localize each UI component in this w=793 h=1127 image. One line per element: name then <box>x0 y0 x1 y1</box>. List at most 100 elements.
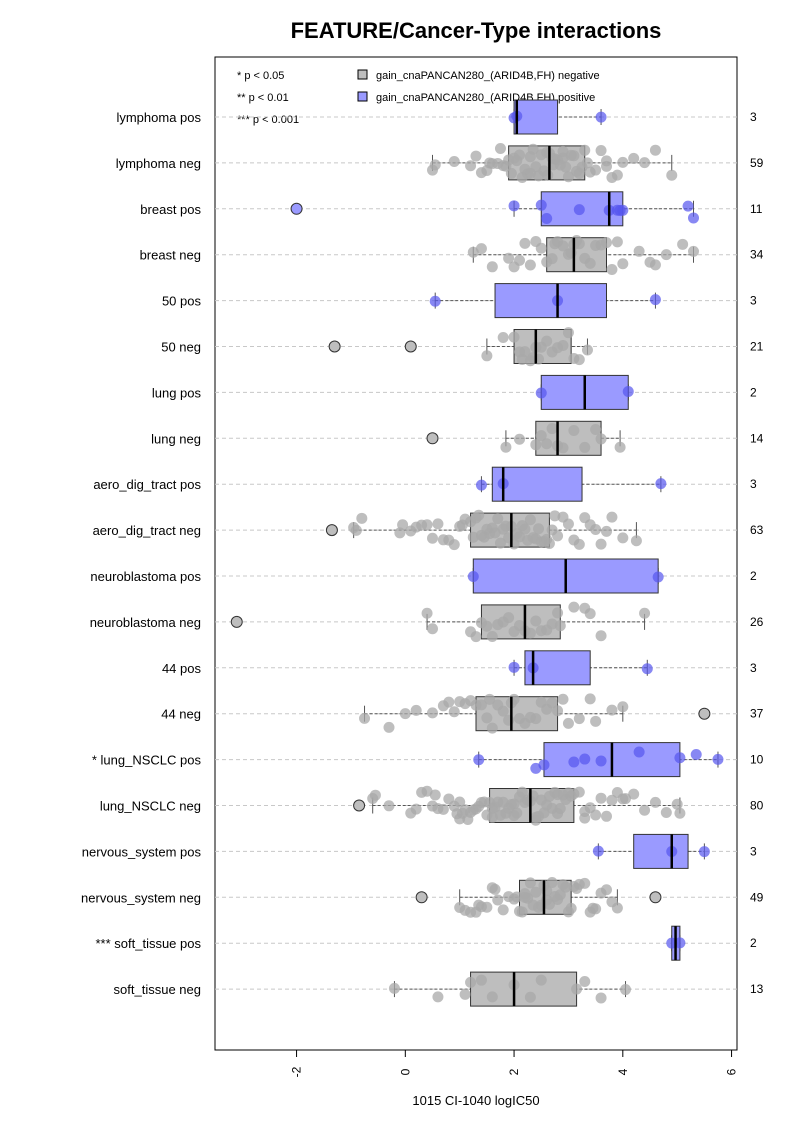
data-point <box>494 537 506 549</box>
data-point <box>617 156 629 168</box>
data-point <box>611 169 623 181</box>
data-point <box>497 705 509 717</box>
data-point <box>649 294 661 306</box>
data-point <box>606 704 618 716</box>
data-point <box>579 753 591 765</box>
positive-box <box>491 466 583 502</box>
row-label: lung pos <box>152 385 202 400</box>
positive-box <box>633 833 689 869</box>
data-point <box>475 479 487 491</box>
data-point <box>546 423 558 435</box>
data-point <box>590 423 602 435</box>
data-point <box>641 663 653 675</box>
row-count: 63 <box>750 523 764 537</box>
data-point <box>620 793 632 805</box>
data-point <box>448 156 460 168</box>
data-point <box>639 157 651 169</box>
data-point <box>546 697 558 709</box>
x-tick-label: 6 <box>725 1068 739 1075</box>
data-point <box>581 157 593 169</box>
data-point <box>451 808 463 820</box>
row-count: 3 <box>750 844 757 858</box>
data-point <box>595 538 607 550</box>
legend-negative-swatch <box>357 69 368 80</box>
data-point <box>562 518 574 530</box>
data-point <box>590 524 602 536</box>
x-tick-label: 4 <box>616 1068 630 1075</box>
data-point <box>429 159 441 171</box>
data-point <box>383 721 395 733</box>
data-point <box>617 701 629 713</box>
data-point <box>587 902 599 914</box>
data-point <box>552 789 564 801</box>
data-point <box>546 253 558 265</box>
data-point <box>473 754 485 766</box>
data-point <box>546 877 558 889</box>
data-point <box>628 788 640 800</box>
data-point <box>617 258 629 270</box>
data-point <box>470 631 482 643</box>
data-point <box>573 786 585 798</box>
data-point <box>486 261 498 273</box>
outlier-point <box>290 202 303 215</box>
data-point <box>560 161 572 173</box>
data-point <box>579 144 591 156</box>
data-point <box>595 792 607 804</box>
data-point <box>514 433 525 445</box>
row-label: 50 neg <box>161 340 201 355</box>
data-point <box>601 237 612 249</box>
data-point <box>486 802 498 814</box>
data-point <box>590 164 602 176</box>
row-label: lung neg <box>151 431 201 446</box>
data-point <box>562 717 574 729</box>
data-point <box>557 152 569 164</box>
row-label: 44 pos <box>162 661 202 676</box>
data-point <box>698 846 710 858</box>
data-point <box>492 513 504 525</box>
data-point <box>530 713 542 725</box>
row-count: 34 <box>750 248 764 262</box>
row-count: 3 <box>750 477 757 491</box>
data-point <box>524 877 536 889</box>
data-point <box>584 693 596 705</box>
data-point <box>579 441 591 453</box>
data-point <box>473 899 485 911</box>
row-label: lymphoma neg <box>116 156 201 171</box>
row-label: neuroblastoma pos <box>90 569 201 584</box>
data-point <box>674 937 686 949</box>
data-point <box>579 877 591 889</box>
data-point <box>590 809 602 821</box>
data-point <box>571 983 583 995</box>
data-point <box>571 883 583 895</box>
legend-positive-swatch <box>357 91 368 102</box>
data-point <box>530 439 542 451</box>
data-point <box>516 906 528 918</box>
data-point <box>535 974 547 986</box>
data-point <box>614 441 626 453</box>
data-point <box>535 242 547 254</box>
data-point <box>630 535 642 547</box>
data-point <box>519 346 531 358</box>
data-point <box>617 532 629 544</box>
data-point <box>356 512 368 524</box>
data-point <box>601 810 612 822</box>
data-point <box>660 249 672 261</box>
data-point <box>595 111 607 123</box>
data-point <box>573 354 585 366</box>
data-point <box>688 245 699 257</box>
row-count: 59 <box>750 156 764 170</box>
data-point <box>535 199 547 211</box>
row-count: 11 <box>750 202 763 216</box>
data-point <box>484 693 496 705</box>
data-point <box>432 991 444 1003</box>
data-point <box>606 794 618 806</box>
data-point <box>666 169 678 181</box>
row-label: nervous_system pos <box>82 844 202 859</box>
data-point <box>568 150 580 162</box>
data-point <box>427 707 438 719</box>
data-point <box>671 798 683 810</box>
data-point <box>519 523 531 535</box>
outlier-point <box>328 340 341 353</box>
row-label: lymphoma pos <box>116 110 201 125</box>
